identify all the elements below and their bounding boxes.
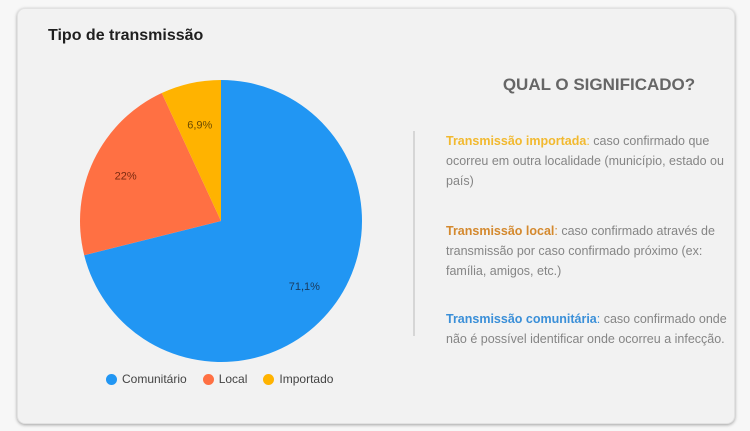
slice-value-label: 6,9%	[187, 120, 212, 132]
info-heading: QUAL O SIGNIFICADO?	[502, 75, 696, 94]
vertical-divider	[413, 131, 415, 336]
pie-slice-comunitario[interactable]	[84, 80, 362, 363]
legend-item-local[interactable]: Local	[202, 372, 248, 386]
legend-dot-icon	[263, 373, 275, 385]
legend-label: Local	[218, 372, 248, 386]
legend-dot-icon	[202, 373, 214, 385]
definition-term: Transmissão comunitária	[446, 312, 597, 326]
legend-item-importado[interactable]: Importado	[263, 372, 333, 386]
pie-slice-labels: 71,1% 22% 6,9%	[115, 120, 321, 293]
definition-text: caso confirmado que ocorreu em outra loc…	[446, 134, 724, 188]
pie-slices	[80, 80, 362, 363]
definition-term: Transmissão local	[446, 224, 555, 238]
legend-dot-icon	[106, 373, 117, 385]
definition-text: caso confirmado onde não é possível iden…	[446, 312, 727, 346]
legend-label: Comunitário	[122, 372, 187, 386]
chart-title: Tipo de transmissão	[48, 27, 204, 44]
chart-card: Tipo de transmissão 71,1% 22% 6,9% Comunit…	[17, 8, 735, 424]
chart-legend: Comunitário Local Importado	[106, 372, 349, 386]
definition-comunitaria: Transmissão comunitária: caso confirmado…	[446, 312, 727, 346]
pie-chart: 71,1% 22% 6,9%	[80, 80, 362, 363]
pie-slice-local[interactable]	[80, 93, 221, 256]
pie-slice-importado[interactable]	[161, 80, 221, 221]
definition-local: Transmissão local: caso confirmado atrav…	[446, 224, 715, 278]
definition-text: caso confirmado através de transmissão p…	[446, 224, 715, 278]
slice-value-label: 22%	[115, 170, 137, 182]
definition-importada: Transmissão importada: caso confirmado q…	[446, 134, 724, 188]
slice-value-label: 71,1%	[289, 281, 320, 293]
legend-label: Importado	[279, 372, 334, 386]
definition-term: Transmissão importada	[446, 134, 587, 148]
legend-item-comunitario[interactable]: Comunitário	[106, 372, 187, 386]
